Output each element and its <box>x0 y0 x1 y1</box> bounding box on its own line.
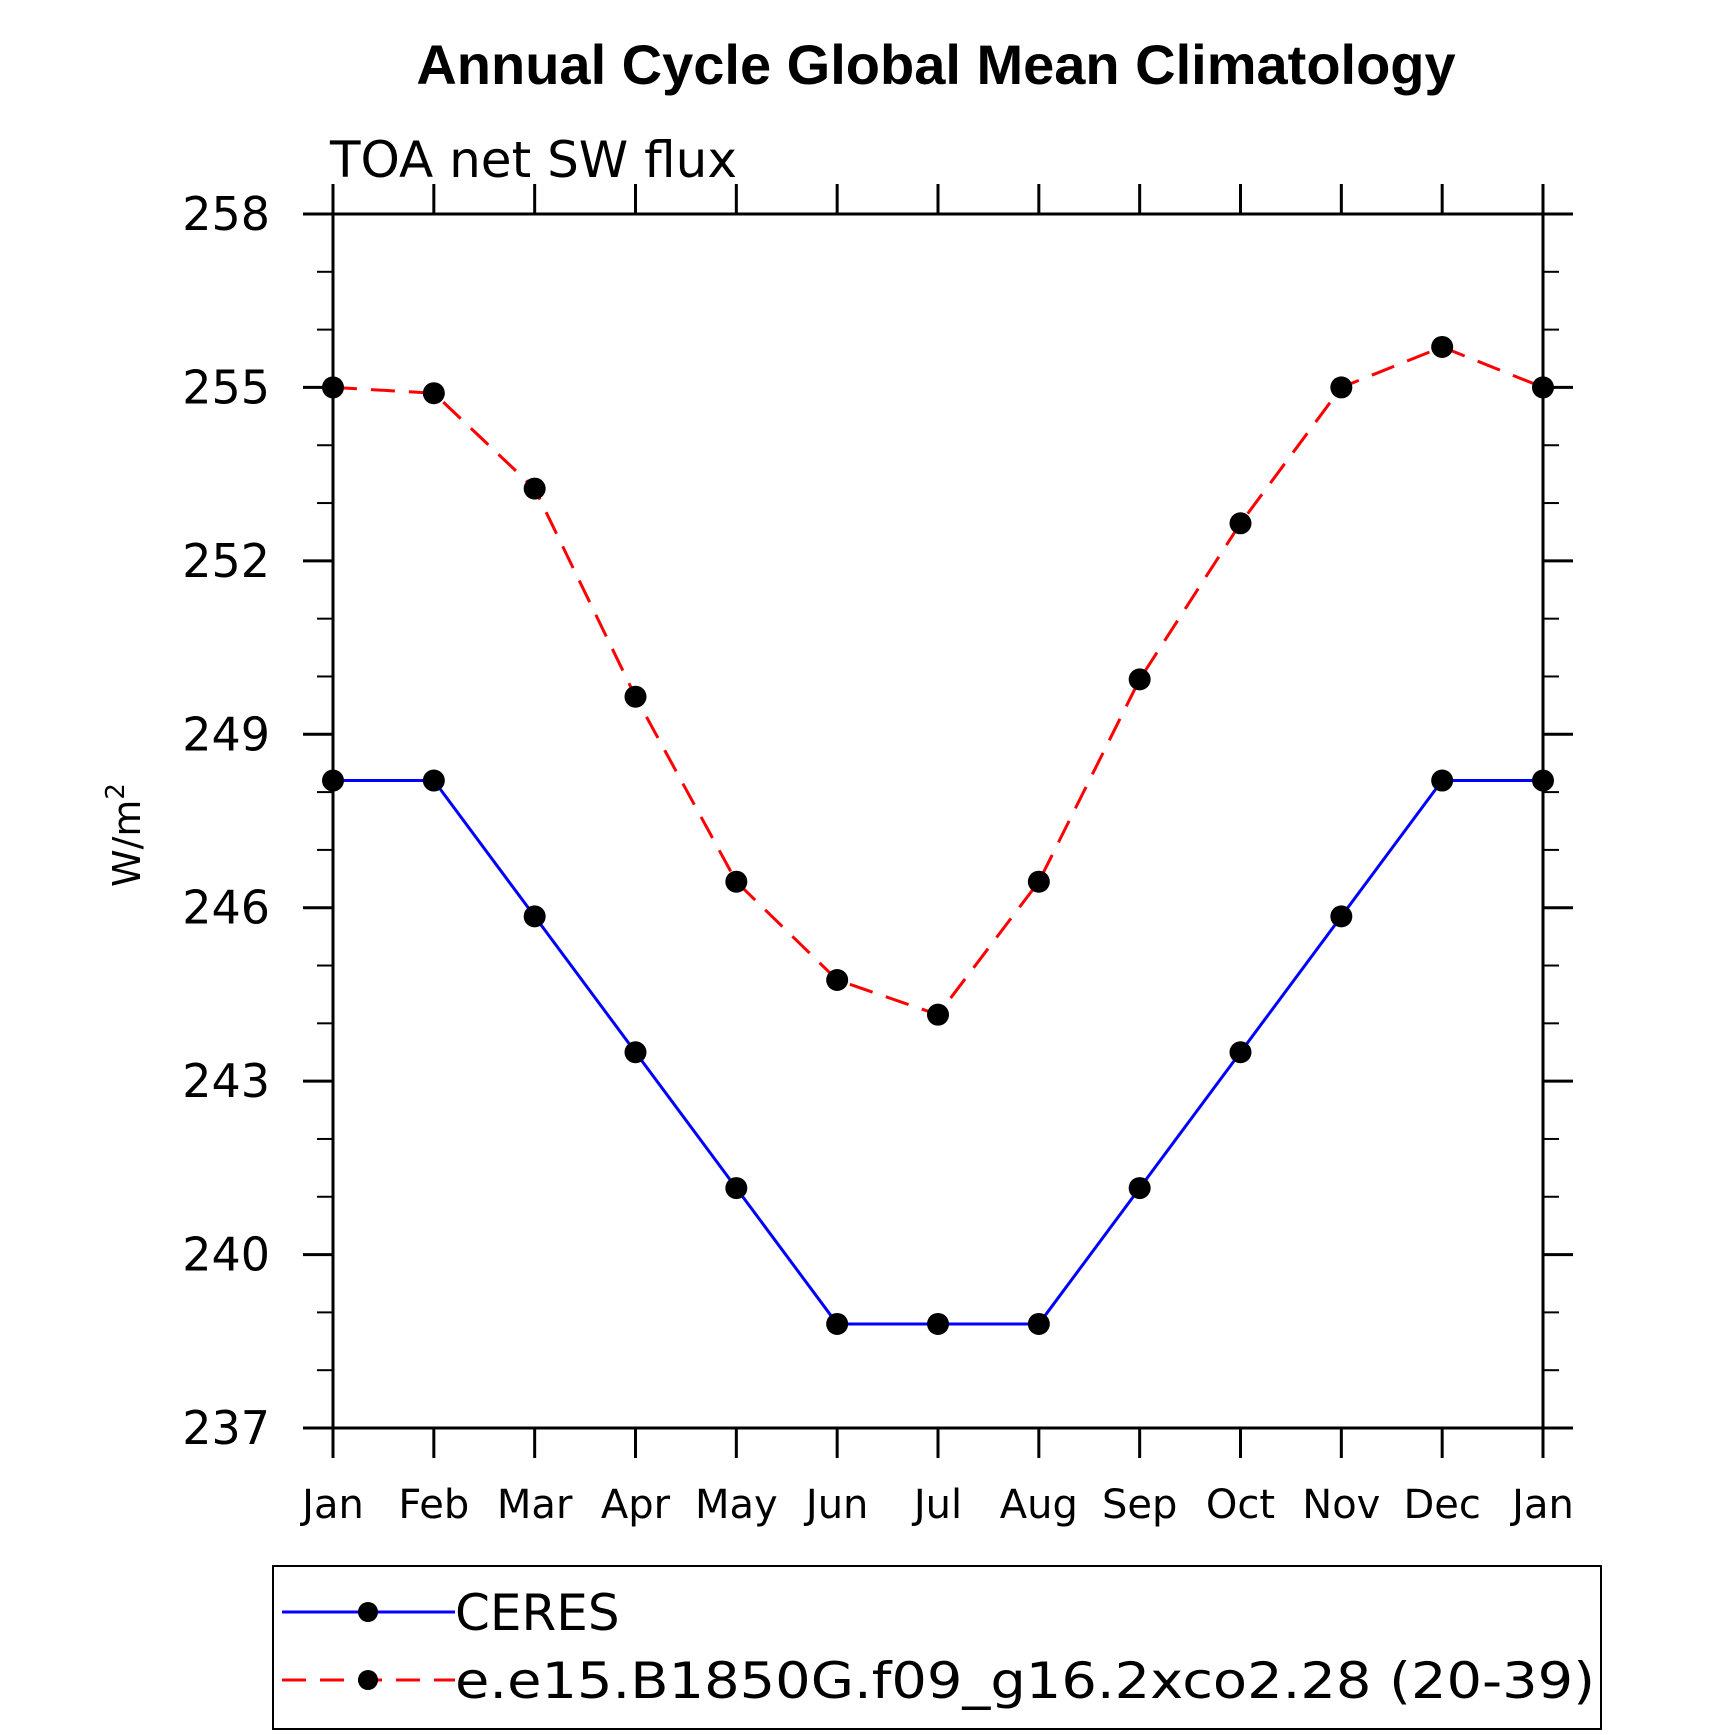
y-axis-label-exponent: 2 <box>101 783 131 800</box>
series-1-point <box>1431 335 1454 358</box>
y-tick-label: 249 <box>182 707 270 761</box>
series-1-point <box>523 477 546 500</box>
legend: CERES e.e15.B1850G.f09_g16.2xco2.28 (20-… <box>272 1565 1602 1730</box>
y-tick-label: 252 <box>182 534 270 588</box>
series-1-point <box>1330 376 1353 399</box>
y-tick-label: 258 <box>182 187 270 241</box>
x-tick-label: Mar <box>497 1482 573 1528</box>
series-line-1 <box>332 345 1544 1017</box>
series-1-point <box>322 376 344 399</box>
series-0-point <box>1431 769 1454 792</box>
plot-frame <box>331 212 1545 1430</box>
x-tick-label: Jan <box>1509 1482 1574 1528</box>
series-0-point <box>322 769 344 792</box>
series-0-point <box>1532 769 1554 792</box>
legend-label-ceres: CERES <box>455 1584 620 1642</box>
series-1-point <box>927 1003 949 1026</box>
legend-label-model: e.e15.B1850G.f09_g16.2xco2.28 (20-39) <box>455 1652 1595 1710</box>
x-tick-label: Dec <box>1403 1482 1480 1528</box>
chart-subtitle: TOA net SW flux <box>329 131 737 189</box>
y-tick-label: 255 <box>182 360 270 414</box>
series-0-point <box>1128 1177 1151 1200</box>
x-tick-label: Jun <box>803 1482 869 1528</box>
series-0-point <box>826 1312 849 1335</box>
series-1-point <box>422 382 445 405</box>
series-0-point <box>1330 905 1353 928</box>
series-0-point <box>1027 1312 1050 1335</box>
series-1-point <box>1027 870 1050 893</box>
legend-marker-ceres <box>358 1602 378 1622</box>
x-tick-label: Feb <box>398 1482 469 1528</box>
x-tick-label: Aug <box>1000 1482 1078 1528</box>
series-1-point <box>826 968 849 991</box>
y-tick-label: 246 <box>182 881 270 935</box>
chart-title: Annual Cycle Global Mean Climatology <box>416 33 1455 96</box>
series-1-point <box>1128 668 1151 691</box>
series-0-point <box>1229 1041 1252 1064</box>
x-tick-label: Oct <box>1206 1482 1275 1528</box>
series-line-0 <box>333 779 1543 1326</box>
y-axis-label: W/m2 <box>101 783 149 887</box>
series-0-point <box>927 1312 949 1335</box>
legend-frame <box>272 1565 1602 1730</box>
x-tick-label: May <box>695 1482 778 1528</box>
axis-tick-labels: Jan Feb Mar Apr May Jun Jul Aug Sep Oct Nov Dec Jan 2… <box>182 187 1574 1528</box>
y-tick-label: 243 <box>182 1054 270 1108</box>
x-tick-label: Jul <box>911 1482 962 1528</box>
y-axis-label-base: W/m <box>105 800 149 887</box>
series-layer <box>322 335 1554 1335</box>
series-0-point <box>725 1177 748 1200</box>
x-tick-label: Nov <box>1302 1482 1380 1528</box>
series-1-point <box>725 870 748 893</box>
x-tick-label: Jan <box>299 1482 364 1528</box>
plot-area-border <box>331 212 1545 1430</box>
svg-text:W/m2: W/m2 <box>101 783 149 887</box>
legend-marker-model <box>358 1670 378 1690</box>
x-tick-label: Apr <box>601 1482 671 1528</box>
y-tick-label: 240 <box>182 1228 270 1282</box>
series-0-point <box>624 1041 647 1064</box>
series-1-point <box>1532 376 1554 399</box>
y-tick-label: 237 <box>182 1401 270 1455</box>
series-1-point <box>1229 512 1252 535</box>
series-1-point <box>624 685 647 708</box>
x-tick-label: Sep <box>1102 1482 1177 1528</box>
series-0-point <box>523 905 546 928</box>
axis-ticks <box>303 184 1573 1458</box>
series-0-point <box>422 769 445 792</box>
